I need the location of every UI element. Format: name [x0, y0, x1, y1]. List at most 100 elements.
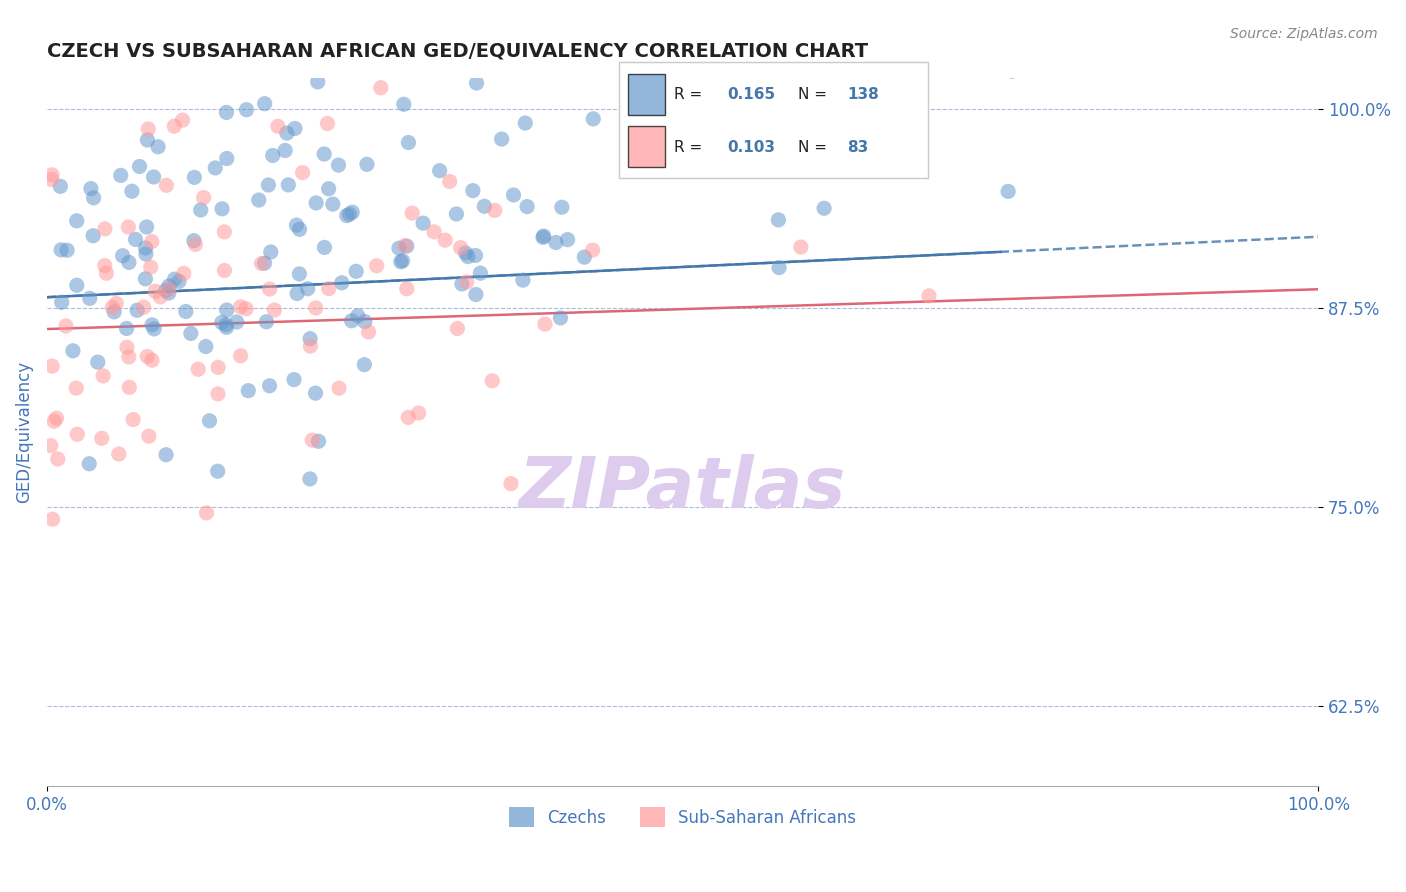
- Point: [215, 105, 238, 120]
- Point: [104, 61, 127, 75]
- Point: [330, 276, 353, 290]
- Point: [285, 286, 308, 301]
- Text: 0.165: 0.165: [727, 87, 775, 103]
- Point: [46, 452, 69, 467]
- Point: [111, 249, 134, 263]
- Point: [66, 214, 89, 228]
- Point: [193, 191, 215, 205]
- Point: [389, 254, 412, 268]
- Point: [62, 343, 84, 358]
- Point: [229, 300, 252, 314]
- Point: [250, 256, 273, 270]
- Point: [163, 119, 186, 133]
- Point: [316, 117, 339, 131]
- Point: [41, 168, 63, 182]
- Point: [464, 248, 486, 262]
- Text: ZIPatlas: ZIPatlas: [519, 454, 846, 523]
- Point: [305, 195, 328, 210]
- Point: [439, 174, 461, 188]
- Point: [39, 439, 62, 453]
- Text: 0.103: 0.103: [727, 139, 775, 154]
- Point: [340, 314, 363, 328]
- Point: [110, 169, 132, 183]
- Point: [107, 447, 129, 461]
- Point: [101, 301, 124, 315]
- Point: [297, 282, 319, 296]
- Point: [451, 277, 474, 291]
- Text: CZECH VS SUBSAHARAN AFRICAN GED/EQUIVALENCY CORRELATION CHART: CZECH VS SUBSAHARAN AFRICAN GED/EQUIVALE…: [46, 42, 868, 61]
- Point: [461, 184, 484, 198]
- Point: [117, 219, 139, 234]
- Point: [82, 228, 104, 243]
- Point: [301, 433, 323, 447]
- Point: [392, 97, 415, 112]
- Point: [481, 374, 503, 388]
- Point: [353, 314, 375, 328]
- Point: [207, 360, 229, 375]
- Point: [94, 222, 117, 236]
- Point: [423, 225, 446, 239]
- Point: [115, 340, 138, 354]
- Point: [207, 464, 229, 478]
- Point: [105, 296, 128, 310]
- Point: [41, 359, 63, 373]
- Point: [143, 285, 166, 299]
- Point: [284, 121, 307, 136]
- Point: [253, 256, 276, 270]
- Point: [157, 286, 180, 301]
- Point: [457, 250, 479, 264]
- Point: [51, 295, 73, 310]
- Point: [135, 247, 157, 261]
- Point: [484, 203, 506, 218]
- Text: N =: N =: [799, 87, 832, 103]
- Point: [121, 184, 143, 198]
- Point: [408, 406, 430, 420]
- Point: [347, 309, 370, 323]
- Legend: Czechs, Sub-Saharan Africans: Czechs, Sub-Saharan Africans: [502, 800, 863, 834]
- FancyBboxPatch shape: [628, 74, 665, 114]
- Point: [214, 225, 236, 239]
- Point: [134, 272, 156, 286]
- Text: 138: 138: [848, 87, 879, 103]
- Point: [314, 147, 336, 161]
- Point: [214, 263, 236, 277]
- Point: [229, 349, 252, 363]
- Point: [328, 381, 350, 395]
- Point: [533, 229, 555, 244]
- Point: [434, 233, 457, 247]
- Point: [254, 315, 277, 329]
- Point: [336, 209, 359, 223]
- Point: [318, 282, 340, 296]
- Point: [141, 235, 163, 249]
- Point: [366, 44, 388, 58]
- Point: [283, 373, 305, 387]
- Point: [139, 260, 162, 274]
- Point: [412, 216, 434, 230]
- Point: [344, 264, 367, 278]
- Point: [262, 148, 284, 162]
- Point: [918, 289, 941, 303]
- Point: [66, 278, 89, 293]
- Point: [65, 381, 87, 395]
- Point: [173, 267, 195, 281]
- Point: [263, 303, 285, 318]
- Point: [155, 448, 177, 462]
- Point: [143, 322, 166, 336]
- Point: [242, 51, 264, 65]
- Point: [183, 234, 205, 248]
- Point: [118, 350, 141, 364]
- Point: [454, 246, 477, 260]
- Text: R =: R =: [675, 139, 707, 154]
- Point: [155, 283, 177, 297]
- Point: [997, 185, 1019, 199]
- Point: [790, 240, 813, 254]
- Point: [370, 80, 392, 95]
- Point: [299, 332, 322, 346]
- Point: [198, 414, 221, 428]
- Point: [56, 244, 79, 258]
- Point: [253, 96, 276, 111]
- Point: [398, 136, 420, 150]
- Point: [180, 326, 202, 341]
- Point: [135, 241, 157, 255]
- Point: [534, 317, 557, 331]
